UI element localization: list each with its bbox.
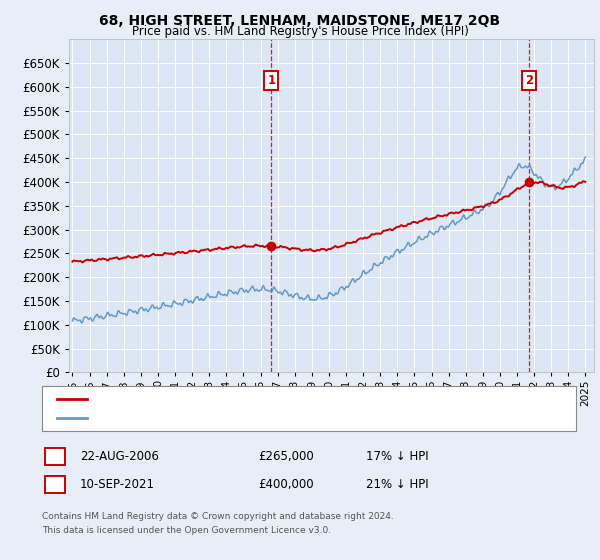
Text: £265,000: £265,000 <box>258 450 314 463</box>
Text: 17% ↓ HPI: 17% ↓ HPI <box>366 450 428 463</box>
Text: £400,000: £400,000 <box>258 478 314 491</box>
Text: 68, HIGH STREET, LENHAM, MAIDSTONE, ME17 2QB: 68, HIGH STREET, LENHAM, MAIDSTONE, ME17… <box>100 14 500 28</box>
Text: 2: 2 <box>525 74 533 87</box>
Text: HPI: Average price, detached house, Maidstone: HPI: Average price, detached house, Maid… <box>96 413 355 423</box>
Text: 21% ↓ HPI: 21% ↓ HPI <box>366 478 428 491</box>
Text: 1: 1 <box>267 74 275 87</box>
Text: This data is licensed under the Open Government Licence v3.0.: This data is licensed under the Open Gov… <box>42 526 331 535</box>
Text: Price paid vs. HM Land Registry's House Price Index (HPI): Price paid vs. HM Land Registry's House … <box>131 25 469 38</box>
Text: 68, HIGH STREET, LENHAM, MAIDSTONE, ME17 2QB (detached house): 68, HIGH STREET, LENHAM, MAIDSTONE, ME17… <box>96 394 479 404</box>
Text: 10-SEP-2021: 10-SEP-2021 <box>80 478 155 491</box>
Text: 1: 1 <box>51 450 59 463</box>
Text: Contains HM Land Registry data © Crown copyright and database right 2024.: Contains HM Land Registry data © Crown c… <box>42 512 394 521</box>
Text: 2: 2 <box>51 478 59 491</box>
Text: 22-AUG-2006: 22-AUG-2006 <box>80 450 158 463</box>
